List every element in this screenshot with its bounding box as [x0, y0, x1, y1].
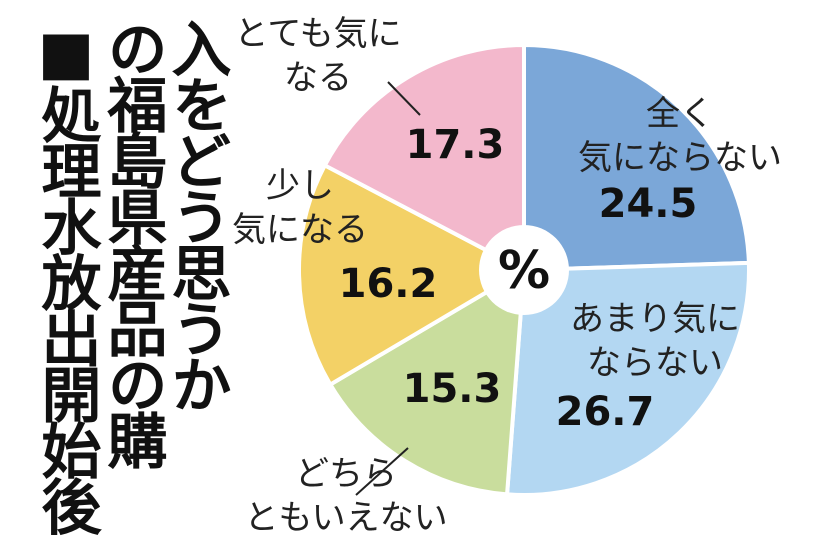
slice-category-label-5-line-1: とても気に: [234, 14, 401, 54]
slice-category-label-4-line-1: 少し: [266, 166, 334, 206]
slice-value-label-1: 24.5: [599, 181, 698, 227]
slice-category-label-1-line-2: 気にならない: [578, 138, 782, 178]
center-unit-label: %: [498, 241, 550, 301]
slice-value-label-4: 16.2: [339, 261, 438, 307]
slice-category-label-2-line-1: あまり気に: [570, 299, 740, 339]
pie-slice-4: [297, 162, 529, 388]
slice-value-label-3: 15.3: [403, 366, 502, 412]
slice-category-label-4-line-2: 気になる: [232, 210, 368, 250]
slice-category-label-2-line-2: ならない: [587, 343, 723, 383]
pie-slice-5: [322, 42, 526, 274]
slice-category-label-1-line-1: 全く: [646, 94, 714, 134]
leader-line-3: [355, 447, 409, 496]
slice-value-label-5: 17.3: [406, 122, 505, 168]
leader-line-5: [387, 81, 421, 116]
pie-slice-1: [522, 42, 751, 273]
center-hole: [479, 225, 569, 315]
title-line-2: の福島県産品の購: [97, 18, 167, 466]
title-line-1: ■処理水放出開始後: [31, 18, 101, 532]
pie-slice-3: [327, 266, 527, 497]
title-line-3: 入をどう思うか: [161, 18, 231, 410]
pie-slice-2: [504, 260, 751, 497]
slice-value-label-2: 26.7: [556, 389, 655, 435]
slice-category-label-3-line-2: ともいえない: [244, 498, 447, 538]
slice-category-label-5-line-2: なる: [284, 58, 352, 98]
chart-title: ■処理水放出開始後 の福島県産品の購 入をどう思うか: [8, 18, 231, 538]
slice-category-label-3-line-1: どちら: [295, 454, 397, 494]
